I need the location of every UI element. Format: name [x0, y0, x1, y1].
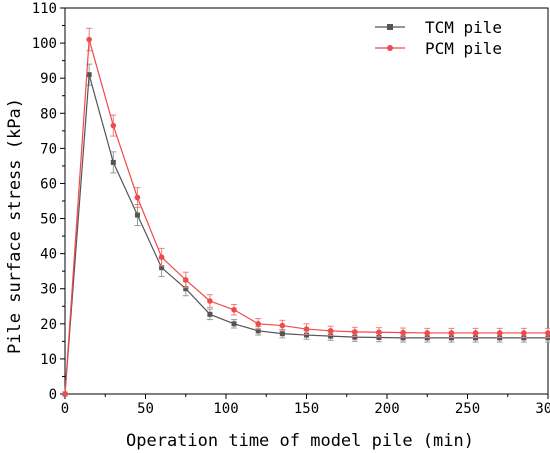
data-point: [231, 306, 237, 313]
legend-entry-tcm: TCM pile: [375, 18, 502, 37]
data-point: [207, 298, 213, 304]
data-point: [328, 333, 334, 339]
data-point: [159, 265, 165, 271]
x-tick-label: 200: [374, 401, 399, 417]
legend: TCM pile PCM pile: [375, 18, 502, 58]
legend-label-pcm: PCM pile: [425, 39, 502, 58]
legend-marker-tcm: [387, 24, 393, 30]
data-point: [86, 36, 92, 43]
data-point: [304, 332, 309, 338]
data-point: [255, 328, 261, 334]
data-point: [496, 330, 503, 336]
data-point: [134, 194, 141, 201]
data-point: [255, 321, 261, 327]
data-point: [424, 330, 431, 336]
y-tick-label: 100: [32, 36, 57, 52]
y-axis-title: Pile surface stress (kPa): [5, 98, 25, 354]
y-tick-label: 30: [40, 282, 57, 298]
data-point: [182, 277, 189, 283]
series-layer: [62, 27, 550, 397]
y-tick-label: 60: [40, 176, 57, 192]
legend-entry-pcm: PCM pile: [375, 39, 502, 58]
data-point: [207, 311, 213, 317]
data-point: [352, 329, 358, 335]
x-tick-label: 300: [535, 401, 550, 417]
data-point: [352, 334, 358, 340]
data-point: [376, 329, 382, 336]
x-tick-label: 100: [213, 401, 238, 417]
data-point: [279, 331, 285, 337]
x-tick-label: 0: [61, 401, 69, 417]
y-axis-ticks: 0 10 20 30 40 50 60 70 80 90 100 110: [32, 1, 65, 403]
data-point: [521, 330, 527, 336]
data-point: [134, 212, 140, 218]
data-point: [400, 329, 406, 336]
data-point: [448, 330, 455, 336]
data-point: [158, 254, 165, 260]
y-tick-label: 0: [49, 387, 57, 403]
y-tick-label: 80: [40, 106, 57, 122]
x-tick-label: 150: [294, 401, 319, 417]
data-point: [110, 159, 116, 165]
data-point: [231, 321, 237, 327]
data-point: [327, 328, 334, 334]
data-point: [376, 335, 382, 341]
series-line: [64, 74, 548, 395]
y-tick-label: 110: [32, 1, 57, 17]
data-point: [303, 326, 310, 332]
series-pcm-pile: [62, 27, 550, 397]
legend-label-tcm: TCM pile: [425, 18, 502, 37]
y-tick-label: 40: [40, 247, 57, 263]
data-point: [545, 330, 550, 336]
data-point: [472, 330, 479, 336]
series-tcm-pile: [62, 63, 550, 397]
legend-marker-pcm: [387, 45, 393, 51]
data-point: [62, 391, 68, 397]
y-tick-label: 70: [40, 141, 57, 157]
data-point: [110, 122, 117, 129]
data-point: [86, 72, 92, 78]
y-tick-label: 90: [40, 71, 57, 87]
x-axis-ticks: 0 50 100 150 200 250 300: [61, 394, 550, 417]
data-point: [400, 335, 406, 341]
y-tick-label: 20: [40, 317, 57, 333]
x-axis-title: Operation time of model pile (min): [126, 431, 474, 451]
x-tick-label: 50: [137, 401, 154, 417]
data-point: [183, 286, 189, 292]
y-tick-label: 50: [40, 212, 57, 228]
y-tick-label: 10: [40, 352, 57, 368]
data-point: [279, 322, 286, 329]
x-tick-label: 250: [455, 401, 480, 417]
